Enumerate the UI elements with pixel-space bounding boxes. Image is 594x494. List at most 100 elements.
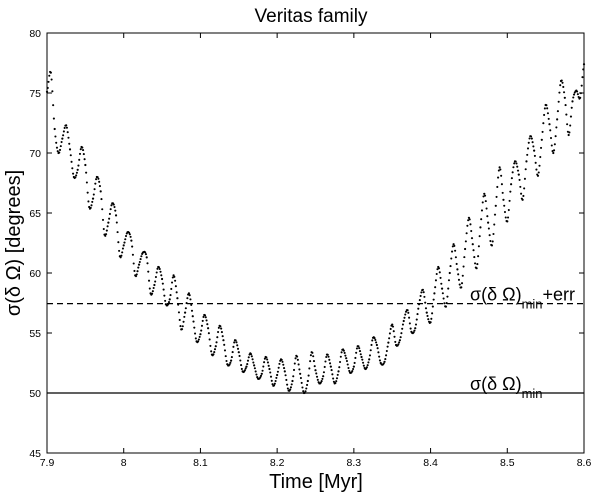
data-point-interp [64, 124, 67, 127]
data-point-interp [78, 152, 82, 155]
data-point-interp [271, 383, 274, 386]
data-point-interp [109, 208, 112, 211]
data-point-interp [562, 85, 565, 89]
data-point-interp [101, 208, 104, 211]
data-point-interp [413, 329, 416, 332]
data-point-interp [568, 131, 571, 134]
data-point-interp [435, 272, 438, 276]
data-point-interp [277, 366, 280, 369]
data-point-interp [339, 355, 342, 358]
data-point-interp [85, 181, 88, 184]
data-point-interp [532, 145, 535, 148]
data-point-interp [515, 162, 518, 165]
data-point-interp [231, 351, 234, 354]
data-point [463, 247, 467, 251]
data-point-interp [74, 176, 77, 179]
data-point-interp [170, 281, 174, 284]
data-point-interp [86, 191, 89, 194]
data-point [517, 173, 520, 176]
data-point-interp [313, 365, 316, 368]
label-main: σ(δ Ω) [470, 285, 522, 305]
data-point-interp [524, 168, 527, 171]
data-point-interp [398, 341, 401, 344]
data-point-interp [207, 332, 210, 335]
data-point-interp [216, 336, 219, 339]
data-point-interp [173, 275, 176, 278]
data-point-interp [72, 172, 75, 175]
data-point-interp [446, 295, 449, 298]
data-point-interp [117, 241, 120, 244]
data-point-interp [509, 190, 512, 193]
data-point [76, 168, 79, 171]
data-point-interp [114, 209, 117, 212]
data-point-interp [203, 314, 207, 317]
data-point-interp [581, 76, 584, 79]
data-point-interp [555, 126, 558, 129]
data-point [137, 263, 141, 266]
data-point-interp [51, 90, 54, 93]
data-point-interp [266, 358, 269, 361]
label-subscript: min [522, 386, 543, 401]
data-point-interp [83, 158, 86, 161]
data-point-interp [535, 168, 538, 171]
data-point-interp [124, 234, 128, 238]
data-point-interp [49, 70, 52, 73]
data-point [160, 277, 164, 281]
data-point-interp [497, 176, 500, 179]
data-point-interp [206, 323, 209, 326]
data-point-interp [301, 386, 304, 389]
data-point-interp [578, 97, 581, 100]
data-point [130, 239, 133, 242]
data-point-interp [338, 366, 341, 369]
data-point-interp [416, 313, 419, 316]
data-point-interp [261, 369, 264, 372]
data-point-interp [316, 378, 319, 381]
data-point-interp [546, 107, 549, 110]
data-point-interp [424, 307, 428, 310]
data-point-interp [212, 353, 215, 356]
data-point-interp [401, 323, 405, 326]
data-point-interp [274, 379, 277, 383]
data-point-interp [434, 279, 437, 282]
data-point [283, 370, 286, 373]
data-point-interp [220, 327, 223, 330]
data-point-interp [144, 251, 147, 254]
reference-lines [47, 303, 584, 394]
data-point [84, 163, 87, 167]
data-point-interp [154, 280, 157, 283]
data-point-interp [52, 104, 55, 107]
data-point-interp [188, 294, 191, 297]
data-point-interp [560, 79, 563, 82]
data-point [440, 287, 444, 290]
y-axis: 45 50 55 60 65 70 75 80 [29, 28, 584, 460]
data-point-interp [368, 354, 372, 357]
x-tick-label: 8.1 [193, 457, 208, 469]
data-point-interp [189, 298, 192, 301]
data-point-interp [62, 130, 65, 133]
data-point-interp [561, 81, 564, 84]
data-point-interp [255, 373, 258, 376]
data-point-interp [549, 129, 552, 132]
data-point [245, 365, 248, 368]
data-point [45, 90, 49, 93]
data-point-interp [538, 164, 541, 167]
data-point-interp [285, 378, 288, 381]
data-point-interp [569, 115, 573, 118]
label-subscript: min [522, 297, 543, 312]
data-point-interp [244, 367, 247, 370]
data-point-interp [250, 353, 253, 356]
data-point-interp [52, 117, 55, 120]
data-point-interp [158, 267, 161, 271]
data-point-interp [71, 167, 74, 170]
data-point-interp [443, 302, 446, 305]
data-point-interp [87, 200, 90, 203]
data-point [398, 339, 401, 342]
data-point-interp [358, 350, 362, 353]
data-point-interp [507, 209, 510, 212]
data-point-interp [335, 380, 338, 383]
data-point [402, 319, 405, 323]
data-point-interp [362, 361, 365, 364]
data-point-interp [553, 149, 556, 152]
data-point-interp [305, 387, 308, 390]
